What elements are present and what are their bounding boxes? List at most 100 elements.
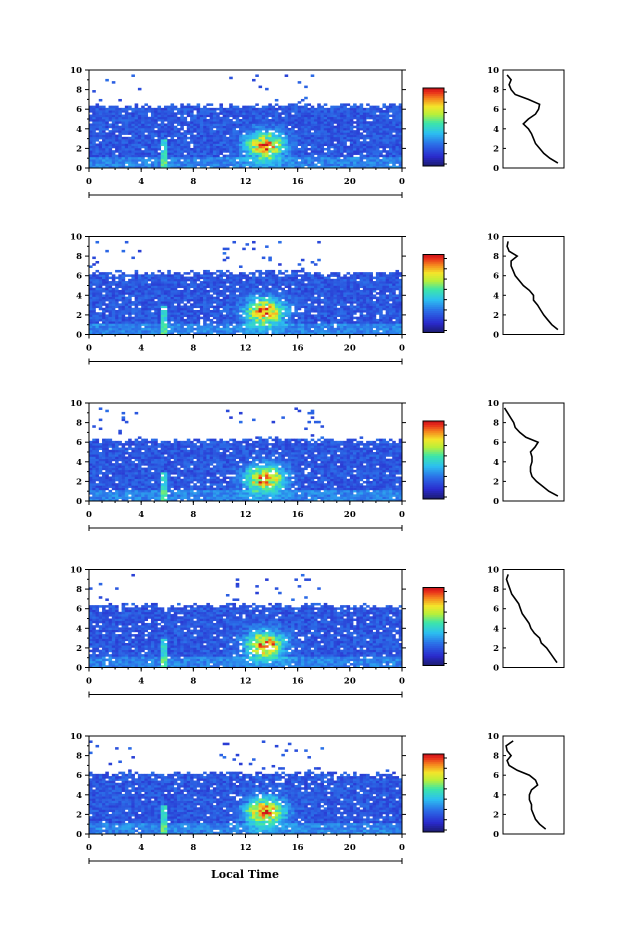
heatmap-cell	[170, 121, 175, 124]
heatmap-cell	[274, 316, 279, 320]
heatmap-cell	[310, 112, 315, 115]
heatmap-cell	[225, 156, 230, 160]
heatmap-cell	[154, 123, 158, 126]
heatmap-cell	[274, 136, 279, 140]
heatmap-cell	[382, 156, 386, 160]
heatmap-cell	[379, 303, 383, 306]
heatmap-cell	[206, 110, 210, 113]
heatmap-cell	[115, 314, 119, 317]
heatmap-cell	[310, 310, 315, 313]
heatmap-cell	[196, 161, 201, 164]
heatmap-cell	[95, 150, 100, 153]
heatmap-cell	[245, 296, 250, 300]
heatmap-cell	[128, 287, 132, 291]
heatmap-cell	[359, 312, 364, 315]
heatmap-cell	[118, 327, 122, 331]
heatmap-cell	[128, 132, 132, 135]
heatmap-cell	[150, 107, 155, 111]
heatmap-cell	[186, 103, 191, 106]
heatmap-cell	[349, 159, 354, 162]
heatmap-cell	[124, 152, 129, 155]
heatmap-cell	[353, 114, 357, 118]
heatmap-cell	[216, 283, 220, 286]
heatmap-cell	[320, 305, 325, 309]
heatmap-cell	[265, 285, 269, 289]
heatmap-cell	[105, 147, 109, 151]
heatmap-cell	[144, 296, 148, 300]
heatmap-cell	[375, 119, 380, 122]
heatmap-cell	[252, 278, 256, 282]
heatmap-cell	[92, 121, 96, 124]
heatmap-cell	[395, 139, 400, 142]
heatmap-cell	[323, 287, 328, 291]
heatmap-cell	[222, 127, 227, 131]
heatmap-cell	[340, 152, 344, 155]
heatmap-cell	[333, 285, 338, 289]
heatmap-cell	[128, 136, 132, 140]
heatmap-cell	[336, 294, 341, 297]
heatmap-cell	[98, 156, 103, 160]
heatmap-cell	[121, 296, 126, 300]
heatmap-cell	[304, 150, 308, 153]
heatmap-cell	[203, 123, 207, 126]
heatmap-cell	[291, 110, 295, 113]
heatmap-cell	[134, 134, 139, 138]
heatmap-cell	[252, 298, 256, 302]
heatmap-cell	[134, 310, 139, 313]
heatmap-cell	[95, 105, 100, 109]
heatmap-cell	[183, 139, 188, 142]
heatmap-cell	[245, 281, 250, 284]
heatmap-cell	[398, 287, 403, 291]
heatmap-cell	[173, 292, 178, 295]
heatmap-cell	[134, 292, 139, 295]
heatmap-cell	[343, 312, 347, 315]
heatmap-cell	[225, 298, 230, 302]
heatmap-cell	[359, 132, 364, 135]
heatmap-cell	[180, 278, 184, 282]
heatmap-cell	[222, 136, 227, 140]
heatmap-cell	[199, 310, 204, 313]
heatmap-cell	[118, 143, 122, 147]
heatmap-cell	[134, 318, 139, 322]
heatmap-cell	[203, 143, 207, 147]
heatmap-cell	[206, 298, 210, 302]
heatmap-cell	[118, 278, 122, 282]
heatmap-cell	[258, 310, 263, 313]
heatmap-cell	[170, 323, 175, 326]
heatmap-cell	[333, 150, 338, 153]
colorbar-segment	[423, 136, 444, 140]
heatmap-cell	[340, 119, 344, 122]
heatmap-cell	[102, 107, 106, 111]
heatmap-cell	[163, 296, 168, 300]
heatmap-cell	[108, 130, 113, 133]
heatmap-cell	[300, 314, 305, 317]
heatmap-cell	[111, 294, 116, 297]
heatmap-cell	[294, 307, 298, 311]
heatmap-cell	[193, 147, 197, 151]
heatmap-cell	[265, 161, 269, 164]
heatmap-cell	[141, 330, 145, 333]
heatmap-cell	[209, 150, 214, 153]
heatmap-cell	[102, 303, 106, 306]
heatmap-cell	[385, 285, 390, 289]
heatmap-cell	[232, 281, 237, 284]
heatmap-cell	[102, 161, 106, 164]
heatmap-cell	[395, 325, 400, 329]
heatmap-cell	[212, 107, 217, 111]
heatmap-cell	[225, 139, 230, 142]
heatmap-cell	[307, 330, 312, 333]
heatmap-cell	[150, 156, 155, 160]
heatmap-cell	[163, 159, 168, 162]
heatmap-cell	[258, 116, 263, 120]
heatmap-cell	[388, 145, 393, 149]
heatmap-cell	[392, 134, 396, 138]
heatmap-cell	[271, 289, 276, 293]
heatmap-cell	[232, 316, 237, 320]
heatmap-cell	[121, 292, 126, 295]
heatmap-cell	[115, 330, 119, 333]
heatmap-cell	[199, 303, 204, 306]
heatmap-cell	[115, 305, 119, 309]
heatmap-cell	[203, 139, 207, 142]
heatmap-cell	[398, 107, 403, 111]
heatmap-cell	[349, 285, 354, 289]
